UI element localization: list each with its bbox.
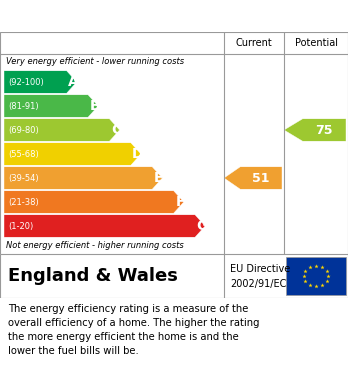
Text: B: B	[89, 99, 100, 113]
Text: England & Wales: England & Wales	[8, 267, 178, 285]
Polygon shape	[4, 143, 141, 165]
Text: D: D	[132, 147, 143, 161]
Text: (55-68): (55-68)	[8, 149, 39, 158]
Polygon shape	[4, 119, 120, 141]
Text: Energy Efficiency Rating: Energy Efficiency Rating	[10, 9, 220, 23]
Text: C: C	[111, 123, 121, 137]
Text: G: G	[196, 219, 207, 233]
Text: (69-80): (69-80)	[8, 126, 39, 135]
Text: Very energy efficient - lower running costs: Very energy efficient - lower running co…	[6, 57, 184, 66]
Text: The energy efficiency rating is a measure of the
overall efficiency of a home. T: The energy efficiency rating is a measur…	[8, 304, 260, 356]
Text: A: A	[68, 75, 79, 89]
Text: (1-20): (1-20)	[8, 221, 33, 231]
Text: (21-38): (21-38)	[8, 197, 39, 206]
Polygon shape	[224, 167, 282, 189]
Text: Not energy efficient - higher running costs: Not energy efficient - higher running co…	[6, 242, 184, 251]
Polygon shape	[4, 71, 77, 93]
Text: (39-54): (39-54)	[8, 174, 39, 183]
Polygon shape	[4, 95, 98, 117]
Text: (92-100): (92-100)	[8, 77, 44, 86]
Polygon shape	[4, 167, 163, 189]
Polygon shape	[4, 191, 184, 213]
Text: 51: 51	[252, 172, 270, 185]
Polygon shape	[284, 119, 346, 141]
Polygon shape	[4, 215, 205, 237]
Text: 75: 75	[316, 124, 333, 136]
Text: Current: Current	[236, 38, 272, 48]
Text: (81-91): (81-91)	[8, 102, 39, 111]
Text: EU Directive: EU Directive	[230, 264, 290, 274]
Bar	[286, 257, 346, 295]
Text: F: F	[175, 195, 185, 209]
Text: E: E	[154, 171, 164, 185]
Text: 2002/91/EC: 2002/91/EC	[230, 279, 286, 289]
Text: Potential: Potential	[294, 38, 338, 48]
